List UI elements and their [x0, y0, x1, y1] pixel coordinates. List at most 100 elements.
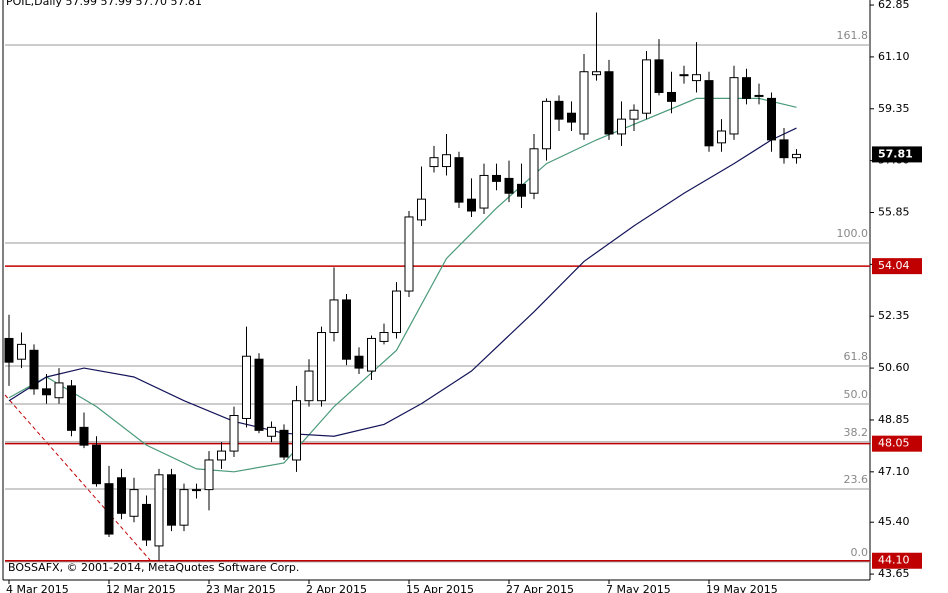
- y-tick-label: 55.85: [878, 205, 910, 218]
- x-tick-label: 7 May 2015: [606, 583, 671, 593]
- candle-body: [217, 450, 226, 461]
- candle-body: [417, 198, 426, 221]
- y-tick-label: 59.35: [878, 102, 910, 115]
- candle-body: [192, 489, 201, 492]
- price-label-box: [872, 258, 922, 275]
- x-tick-label: 2 Apr 2015: [306, 583, 367, 593]
- candle-body: [642, 59, 651, 114]
- moving-average: [8, 127, 797, 437]
- candle-body: [367, 337, 376, 372]
- candle-body: [267, 426, 276, 437]
- candle-body: [42, 388, 51, 396]
- candle-body: [117, 477, 126, 514]
- candle-body: [442, 154, 451, 168]
- last-price-box: [872, 146, 922, 163]
- fib-level-label: 38.2: [844, 426, 869, 439]
- candle-body: [54, 382, 64, 399]
- candle-body: [504, 177, 514, 194]
- last-price-label: 57.81: [878, 147, 913, 160]
- candle-body: [17, 343, 26, 360]
- candle-body: [467, 198, 476, 212]
- fib-level-label: 61.8: [844, 350, 869, 363]
- candle-body: [4, 337, 14, 363]
- candle-body: [792, 153, 801, 159]
- candle-body: [492, 174, 501, 182]
- y-tick-label: 61.10: [878, 50, 910, 63]
- candle-body: [667, 91, 676, 102]
- y-tick-label: 62.85: [878, 0, 910, 11]
- candle-body: [392, 290, 401, 334]
- fib-level-label: 161.8: [837, 29, 869, 42]
- candle-body: [654, 59, 664, 93]
- candle-body: [679, 74, 689, 77]
- candle-body: [579, 71, 589, 135]
- watermark: BOSSAFX, © 2001-2014, MetaQuotes Softwar…: [8, 561, 299, 574]
- fib-level-label: 23.6: [844, 473, 869, 486]
- x-tick-label: 27 Apr 2015: [506, 583, 574, 593]
- candle-body: [279, 429, 289, 458]
- candle-body: [604, 71, 614, 135]
- candle-body: [154, 474, 164, 547]
- candle-body: [767, 97, 776, 141]
- price-label: 48.05: [878, 437, 910, 450]
- candle-body: [629, 109, 639, 120]
- candle-body: [92, 444, 101, 485]
- y-tick-label: 43.65: [878, 567, 910, 580]
- price-label: 44.10: [878, 554, 910, 567]
- fib-level-label: 0.0: [851, 546, 869, 559]
- chart-title: POIL,Daily 57.99 57.99 57.70 57.81: [6, 0, 202, 8]
- candle-body: [329, 299, 339, 334]
- candle-body: [342, 299, 351, 360]
- candle-body: [129, 489, 139, 517]
- y-tick-label: 47.10: [878, 465, 910, 478]
- candle-body: [429, 157, 439, 168]
- candle-body: [317, 332, 326, 402]
- price-label: 54.04: [878, 259, 910, 272]
- candle-body: [754, 94, 764, 97]
- candle-body: [179, 489, 189, 526]
- x-tick-label: 23 Mar 2015: [206, 583, 276, 593]
- candle-body: [67, 385, 76, 431]
- y-tick-label: 45.40: [878, 515, 910, 528]
- candle-body: [379, 332, 389, 342]
- candle-body: [592, 71, 601, 76]
- candle-body: [142, 503, 151, 541]
- x-tick-label: 19 May 2015: [706, 583, 778, 593]
- candle-body: [742, 77, 751, 99]
- y-tick-label: 52.35: [878, 309, 910, 322]
- candle-body: [204, 459, 214, 491]
- y-tick-label: 50.60: [878, 361, 910, 374]
- fib-level-label: 50.0: [844, 388, 869, 401]
- candle-body: [104, 483, 114, 535]
- candle-body: [229, 415, 239, 452]
- candle-body: [517, 183, 526, 197]
- candle-body: [29, 349, 39, 390]
- candle-body: [292, 400, 301, 461]
- moving-average: [8, 97, 797, 473]
- candle-body: [554, 100, 564, 120]
- x-tick-label: 4 Mar 2015: [6, 583, 69, 593]
- candle-body: [304, 370, 314, 402]
- candle-body: [79, 426, 89, 446]
- candle-body: [167, 474, 176, 526]
- candle-body: [454, 157, 464, 203]
- candle-body: [354, 355, 364, 369]
- candle-body: [567, 112, 576, 123]
- candle-body: [479, 174, 489, 209]
- candle-body: [542, 100, 551, 150]
- candle-body: [529, 148, 539, 194]
- candle-body: [242, 355, 251, 419]
- candle-body: [704, 80, 714, 147]
- x-tick-label: 12 Mar 2015: [106, 583, 176, 593]
- x-tick-label: 15 Apr 2015: [406, 583, 474, 593]
- price-label-box: [872, 552, 922, 569]
- candle-body: [729, 77, 739, 135]
- fib-level-label: 100.0: [837, 227, 869, 240]
- candle-body: [254, 358, 264, 431]
- candle-body: [692, 74, 701, 82]
- y-tick-label: 48.85: [878, 413, 910, 426]
- candle-body: [779, 139, 789, 159]
- price-label-box: [872, 435, 922, 452]
- candle-body: [617, 118, 626, 135]
